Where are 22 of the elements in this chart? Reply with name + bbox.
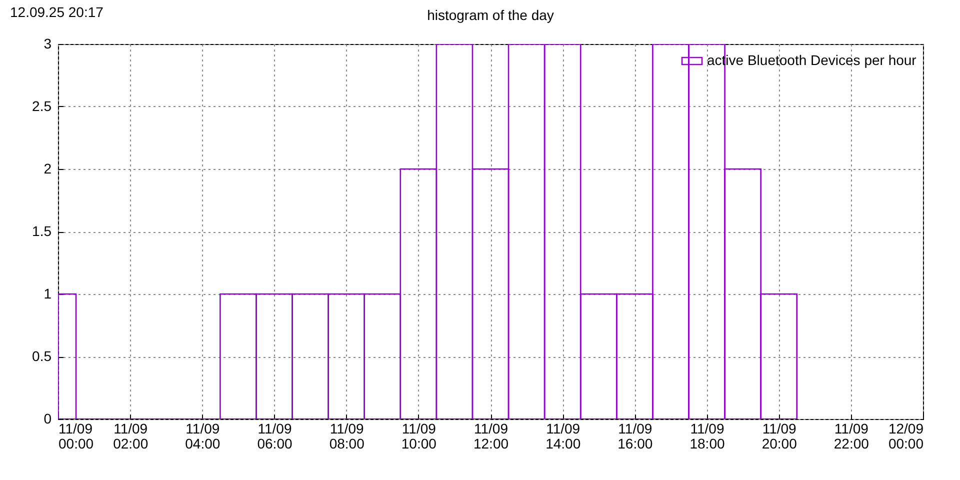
x-tick-label: 11/09 08:00 (329, 420, 365, 452)
y-tick-label: 3 (44, 36, 52, 52)
x-tick-label: 11/09 10:00 (401, 420, 437, 452)
x-tick-label: 11/09 06:00 (257, 420, 292, 452)
x-tick-label: 11/09 22:00 (834, 420, 870, 452)
x-tick-label: 11/09 02:00 (113, 420, 148, 452)
y-tick-label: 0 (44, 410, 52, 426)
x-tick-label: 11/09 00:00 (58, 420, 94, 452)
text: 12.09.25 20:17 (10, 4, 104, 20)
x-tick-label: 11/09 20:00 (762, 420, 798, 452)
y-tick-label: 0.5 (32, 348, 52, 364)
y-tick-label: 2 (44, 160, 52, 176)
x-tick-label: 11/09 12:00 (473, 420, 509, 452)
y-tick-label: 1.5 (32, 223, 52, 239)
x-tick-label: 12/09 00:00 (888, 420, 924, 452)
y-tick-label: 1 (44, 286, 52, 302)
y-tick-label: 2.5 (32, 98, 52, 114)
x-tick-label: 11/09 16:00 (618, 420, 653, 452)
x-tick-label: 11/09 04:00 (185, 420, 220, 452)
x-tick-label: 11/09 14:00 (546, 420, 581, 452)
x-tick-label: 11/09 18:00 (690, 420, 725, 452)
chart-title: histogram of the day (427, 7, 554, 23)
